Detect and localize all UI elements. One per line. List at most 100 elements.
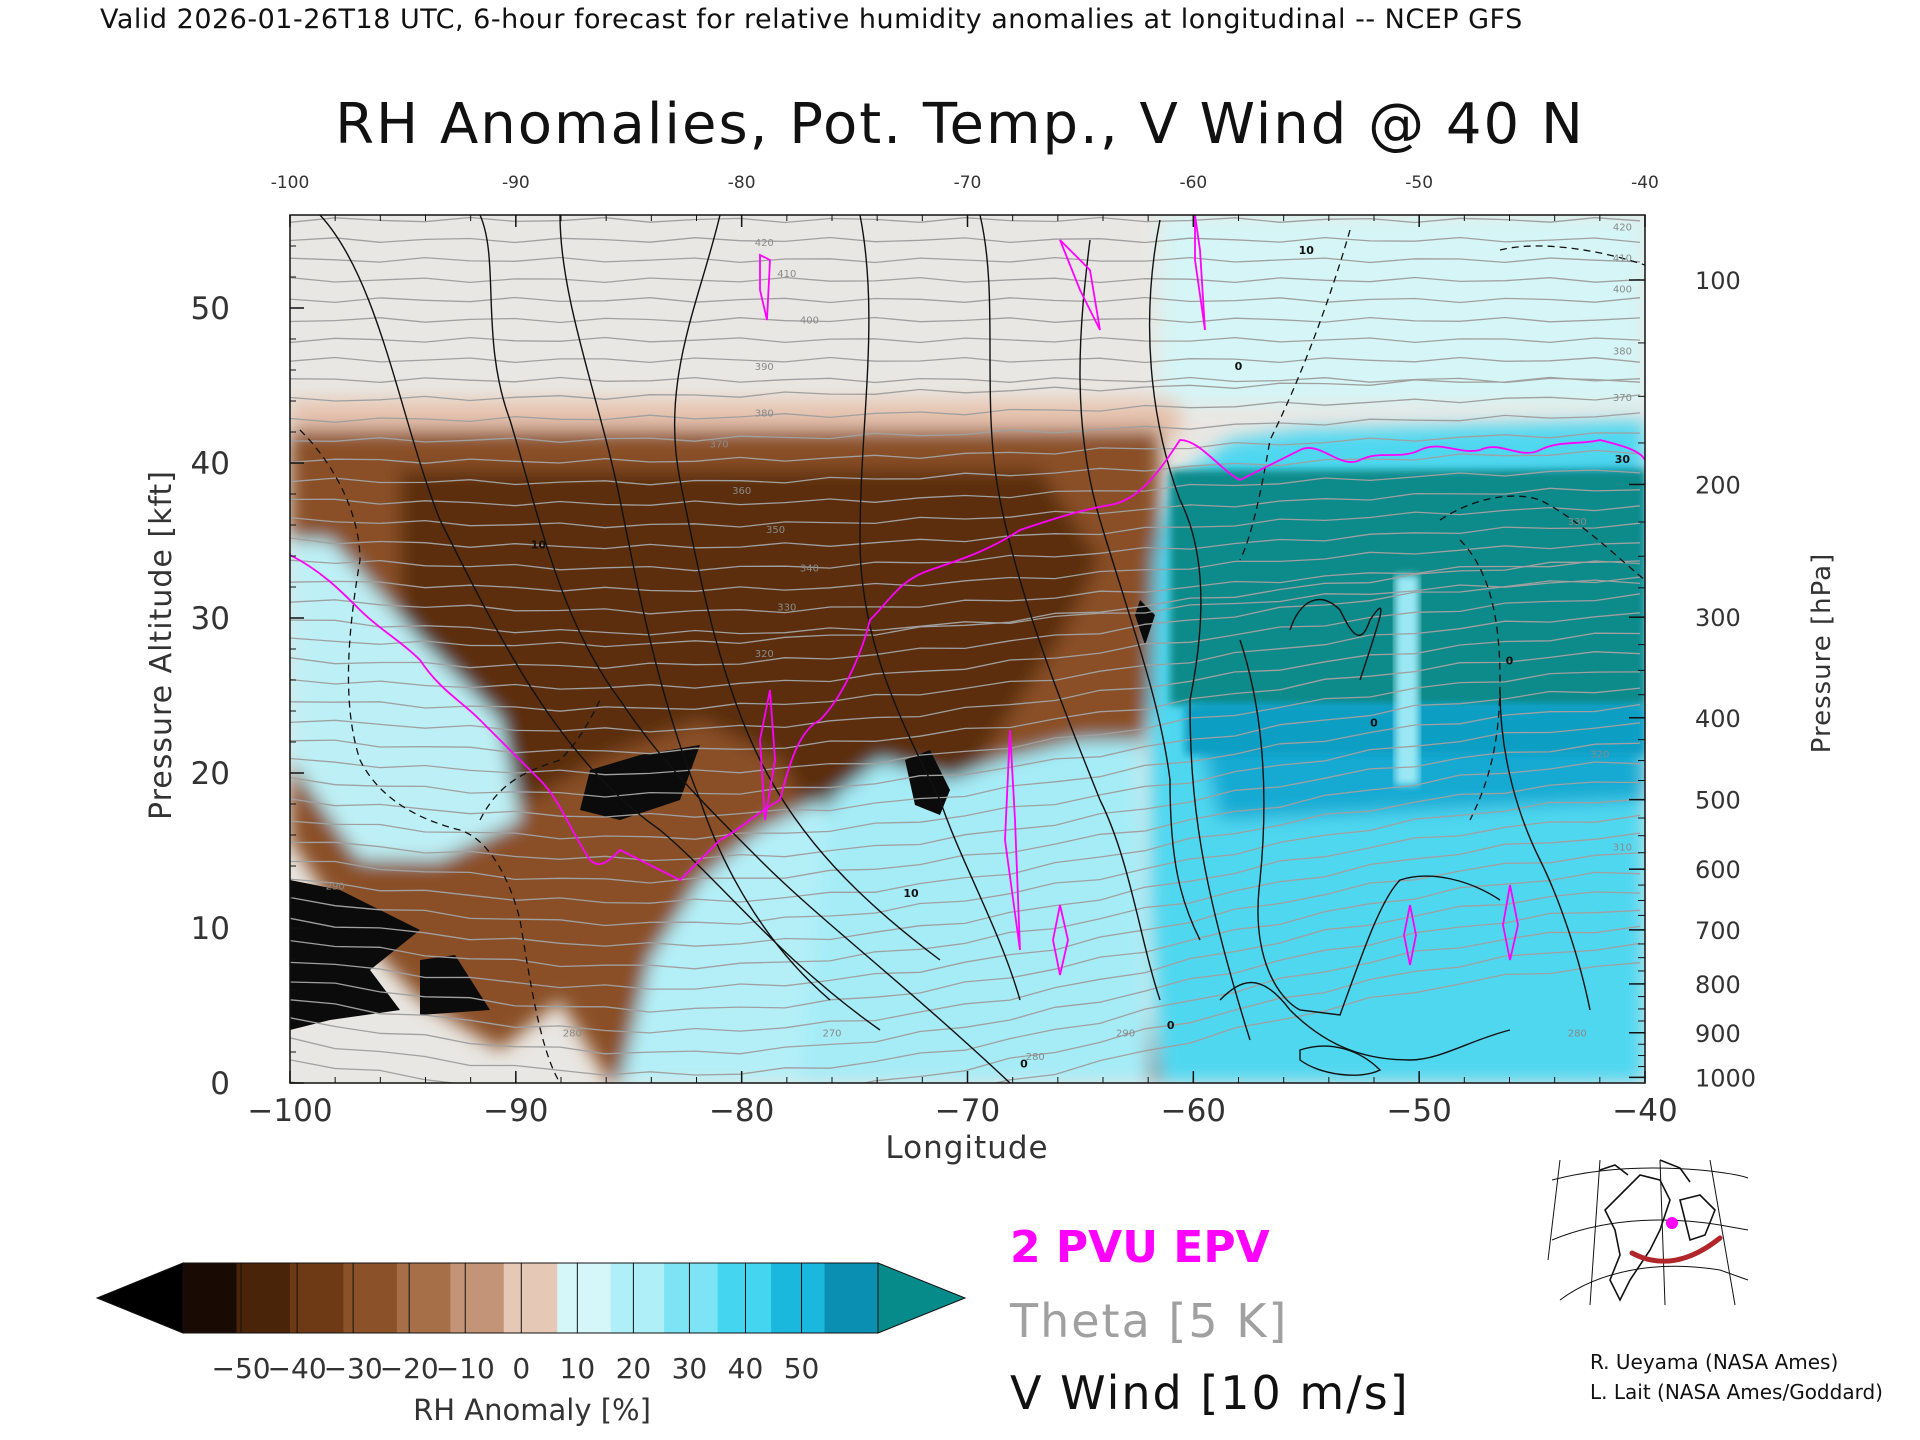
y-right-tick-label: 700 — [1695, 917, 1741, 945]
wind-contour-label: 30 — [1615, 453, 1631, 466]
header-text: Valid 2026-01-26T18 UTC, 6-hour forecast… — [100, 4, 1523, 35]
colorbar-tick-label: −10 — [436, 1352, 495, 1385]
theta-contour-label: 290 — [1116, 1029, 1135, 1040]
y-right-tick-label: 900 — [1695, 1020, 1741, 1048]
theta-contour-line — [290, 394, 1641, 423]
wind-contour-label: 10 — [903, 887, 919, 900]
colorbar-swatch — [289, 1263, 344, 1333]
theta-labels: 420 410 400 390 380 370 360 350 340 330 320 290 280 2… — [326, 223, 1632, 1063]
colorbar-swatch — [557, 1263, 612, 1333]
wind-contour-label: 10 — [531, 538, 547, 551]
x-tick-label: −100 — [247, 1093, 332, 1129]
x-top-tick-label: -80 — [728, 173, 756, 193]
x-tick-label: −60 — [1161, 1093, 1226, 1129]
x-tick-label: −80 — [709, 1093, 774, 1129]
colorbar-swatch — [503, 1263, 558, 1333]
colorbar-label: RH Anomaly [%] — [413, 1393, 651, 1427]
theta-contour-label: 320 — [1590, 750, 1609, 761]
theta-contour-label: 340 — [800, 564, 819, 575]
x-tick-label: −90 — [483, 1093, 548, 1129]
y-right-tick-label: 600 — [1695, 856, 1741, 884]
x-top-tick-label: -60 — [1179, 173, 1207, 193]
y-axis-right: 100 200 300 400 500 600 700 800 900 1000 — [1629, 267, 1756, 1092]
theta-contour-label: 280 — [1026, 1052, 1045, 1063]
y-axis-label-left: Pressure Altitude [kft] — [144, 470, 179, 820]
theta-contour-line — [290, 814, 1641, 947]
theta-contour-label: 360 — [732, 486, 751, 497]
colorbar-swatch — [450, 1263, 505, 1333]
colorbar-over-arrow — [877, 1262, 967, 1334]
theta-contour-line — [290, 612, 1641, 712]
theta-contour-line — [290, 469, 1641, 507]
theta-contour-label: 370 — [1613, 393, 1632, 404]
legend-theta: Theta [5 K] — [1010, 1294, 1289, 1348]
theta-contour-line — [290, 296, 1641, 304]
y-tick-label: 30 — [191, 601, 230, 637]
theta-contour-line — [290, 505, 1641, 550]
theta-contour-line — [290, 542, 1641, 592]
wind-contour-label: 0 — [1506, 655, 1514, 668]
theta-contour-label: 380 — [755, 409, 774, 420]
theta-contour-label: 310 — [1613, 843, 1632, 854]
y-tick-label: 50 — [191, 291, 230, 327]
x-axis-top: -100 -90 -80 -70 -60 -50 -40 — [271, 173, 1659, 227]
wind-contour-label: 0 — [1235, 360, 1243, 373]
x-axis-label: Longitude — [885, 1130, 1048, 1166]
theta-contour-line — [290, 256, 1641, 264]
theta-contour-line — [290, 942, 1641, 1083]
theta-contour-line — [290, 891, 1641, 1034]
y-tick-label: 0 — [210, 1066, 230, 1102]
theta-contour-line — [290, 742, 1641, 862]
theta-contour-label: 420 — [1613, 223, 1632, 234]
y-tick-label: 10 — [191, 911, 230, 947]
theta-contour-line — [290, 703, 1641, 818]
theta-contour-line — [290, 832, 1641, 970]
colorbar-tick-label: 20 — [616, 1352, 652, 1385]
wind-contours — [319, 215, 1591, 1083]
theta-contour-line — [290, 798, 1641, 927]
colorbar-swatch — [824, 1263, 879, 1333]
theta-contour-line — [290, 576, 1641, 669]
colorbar-swatch — [396, 1263, 451, 1333]
theta-contour-label: 330 — [1568, 517, 1587, 528]
wind-contour-label: 0 — [1167, 1019, 1175, 1032]
theta-contour-line — [290, 925, 1641, 1076]
y-right-tick-label: 500 — [1695, 787, 1741, 815]
theta-contour-line — [290, 722, 1641, 840]
colorbar-swatch — [664, 1263, 719, 1333]
legend-pv: 2 PVU EPV — [1010, 1222, 1270, 1273]
theta-contour-label: 330 — [777, 602, 796, 613]
wind-contour-label: 10 — [1299, 244, 1315, 257]
colorbar-tick-label: −40 — [268, 1352, 327, 1385]
theta-contour-line — [290, 761, 1641, 884]
theta-contour-line — [290, 579, 1641, 636]
theta-contour-line — [290, 651, 1641, 755]
credit-lait: L. Lait (NASA Ames/Goddard) — [1590, 1380, 1883, 1404]
wind-contour-label: 0 — [1370, 717, 1378, 730]
theta-contour-line — [290, 871, 1641, 1013]
theta-contour-line — [290, 356, 1641, 364]
theta-contour-label: 270 — [822, 1029, 841, 1040]
colorbar: −50−40−30−20−10 0 10 20 30 40 50 — [95, 1262, 967, 1385]
colorbar-tick-label: 30 — [672, 1352, 708, 1385]
x-top-tick-label: -90 — [502, 173, 530, 193]
colorbar-tick-label: 50 — [784, 1352, 820, 1385]
x-tick-label: −40 — [1612, 1093, 1677, 1129]
theta-contour-line — [290, 781, 1641, 904]
colorbar-under-arrow — [95, 1262, 184, 1334]
y-right-tick-label: 1000 — [1695, 1064, 1756, 1092]
wind-dashed-contours — [299, 229, 1645, 1083]
y-tick-label: 40 — [191, 446, 230, 482]
theta-contour-line — [290, 449, 1641, 486]
colorbar-swatch — [183, 1263, 237, 1333]
theta-contour-label: 400 — [1613, 285, 1632, 296]
theta-contour-label: 320 — [755, 649, 774, 660]
theta-contour-label: 400 — [800, 316, 819, 327]
x-axis-bottom: −100 −90 −80 −70 −60 −50 −40 — [247, 1071, 1678, 1129]
credit-ueyama: R. Ueyama (NASA Ames) — [1590, 1350, 1839, 1374]
colorbar-tick-label: −30 — [324, 1352, 383, 1385]
theta-contour-line — [290, 671, 1641, 776]
theta-contour-line — [290, 522, 1641, 572]
theta-contour-line — [290, 432, 1641, 464]
y-right-tick-label: 200 — [1695, 471, 1741, 499]
